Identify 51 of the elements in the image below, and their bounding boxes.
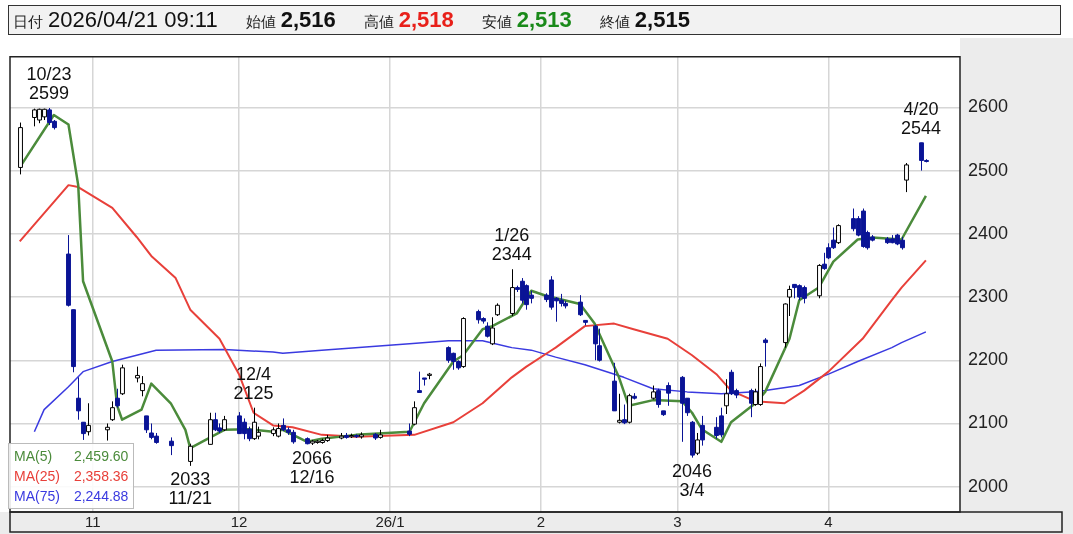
y-tick-label: 2200: [968, 349, 1009, 370]
candlestick: [700, 415, 705, 447]
candlestick: [724, 378, 729, 415]
candlestick: [597, 328, 602, 363]
text: 高値 2,518: [363, 7, 454, 32]
annotation: 2,244.88: [73, 487, 129, 506]
candlestick: [115, 388, 120, 409]
y-tick-label: 2600: [968, 96, 1009, 117]
candlestick: [86, 402, 91, 436]
y-tick-label: 2300: [968, 286, 1009, 307]
annotation: 2033 11/21: [168, 468, 213, 508]
candlestick: [76, 376, 81, 421]
text: 始値 2,516: [245, 7, 336, 32]
text: 安値 2,513: [481, 7, 572, 32]
x-tick-label: 2: [536, 513, 546, 531]
candlestick: [656, 388, 661, 409]
y-tick-label: 2400: [968, 222, 1009, 243]
y-tick-label: 2100: [968, 412, 1009, 433]
annotation: 10/23 2599: [26, 63, 72, 103]
text: MA(75): [14, 487, 60, 506]
candlestick: [578, 294, 583, 317]
x-tick-label: 11: [85, 513, 101, 531]
text: MA(5): [14, 447, 53, 466]
candlestick: [593, 324, 598, 361]
candlestick: [140, 375, 145, 397]
x-tick-label: 26/1: [375, 513, 405, 531]
annotation: 2,358.36: [73, 467, 129, 486]
candlestick: [617, 393, 622, 424]
annotation: 2046 3/4: [672, 460, 713, 500]
candlestick: [110, 400, 115, 422]
text: MA(25): [14, 467, 60, 486]
annotation: 2066 12/16: [289, 447, 335, 487]
annotation: 2,459.60: [73, 447, 129, 466]
candlestick: [836, 223, 841, 245]
annotation: 1/26 2344: [491, 225, 532, 265]
text: 終値 2,515: [599, 7, 690, 32]
x-tick-label: 4: [824, 513, 833, 531]
candlestick: [417, 371, 422, 394]
candlestick: [412, 400, 417, 426]
x-tick-label: 3: [673, 513, 682, 531]
candlestick: [695, 432, 700, 456]
candlestick: [666, 381, 671, 407]
x-tick-label: 12: [230, 513, 248, 531]
y-tick-label: 2500: [968, 159, 1009, 180]
candlestick: [904, 162, 909, 193]
y-tick-label: 2000: [968, 475, 1009, 496]
candlestick: [490, 316, 495, 346]
annotation: 4/20 2544: [901, 98, 942, 138]
candlestick: [188, 443, 193, 467]
chart-title: 日付 2026/04/21 09:11: [13, 7, 218, 32]
candlestick: [763, 337, 768, 368]
